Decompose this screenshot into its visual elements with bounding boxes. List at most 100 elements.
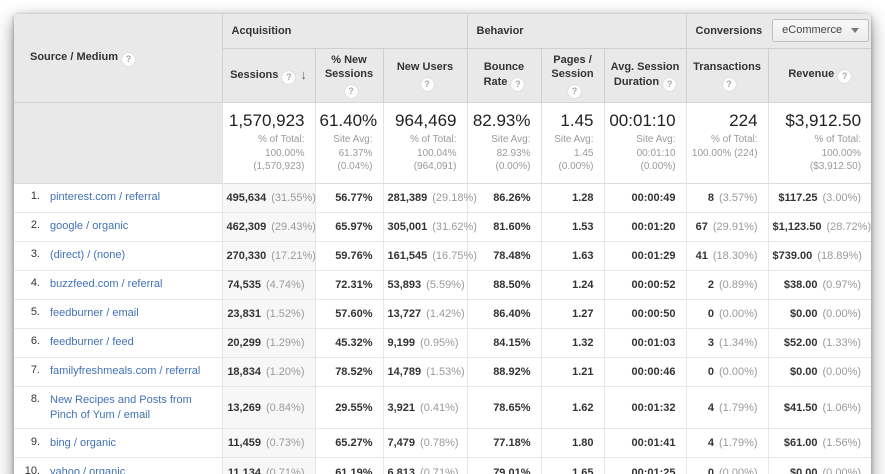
column-header-sessions[interactable]: Sessions? ↓: [221, 47, 315, 104]
help-icon[interactable]: ?: [420, 77, 434, 91]
totals-avg-duration-value: 00:01:10: [609, 111, 676, 131]
table-row: 7. familyfreshmeals.com / referral 18,83…: [14, 356, 872, 387]
pages-session-header-label: Pages / Session: [551, 53, 594, 81]
help-icon[interactable]: ?: [511, 77, 525, 91]
help-icon[interactable]: ?: [722, 77, 736, 91]
new-users-cell: 305,001 (31.62%): [382, 211, 477, 242]
row-rank: 4.: [30, 277, 40, 290]
bounce-rate-value: 88.50%: [493, 278, 531, 291]
revenue-cell: $117.25 (3.00%): [767, 182, 872, 213]
revenue-cell: $61.00 (1.56%): [767, 428, 872, 458]
ecommerce-dropdown[interactable]: eCommerce: [772, 19, 870, 43]
source-medium-link[interactable]: google / organic: [50, 220, 129, 233]
source-medium-link[interactable]: feedburner / email: [50, 307, 139, 320]
totals-revenue-cell: $3,912.50 % of Total: 100.00% ($3,912.50…: [767, 102, 872, 184]
transactions-percent: (18.30%): [712, 249, 758, 262]
new-users-cell: 161,545 (16.75%): [382, 240, 477, 271]
help-icon[interactable]: ?: [838, 70, 852, 84]
new-sessions-value: 65.27%: [335, 437, 373, 450]
sessions-cell: 270,330 (17.21%): [221, 240, 316, 271]
column-header-new-users[interactable]: New Users?: [382, 47, 467, 104]
new-users-cell: 6,813 (0.71%): [382, 457, 467, 474]
sessions-cell: 20,299 (1.29%): [221, 327, 315, 358]
new-sessions-cell: 29.55%: [314, 385, 383, 429]
totals-revenue-sub: % of Total: 100.00% ($3,912.50): [809, 134, 862, 173]
pages-session-cell: 1.62: [540, 385, 604, 429]
help-icon[interactable]: ?: [122, 52, 136, 66]
source-medium-link[interactable]: feedburner / feed: [50, 336, 134, 349]
totals-sessions-sub: % of Total: 100.00% (1,570,923): [253, 134, 305, 173]
column-header-avg-duration[interactable]: Avg. Session Duration?: [603, 47, 687, 104]
help-icon[interactable]: ?: [282, 71, 296, 85]
source-medium-link[interactable]: buzzfeed.com / referral: [50, 278, 163, 291]
sessions-percent: (31.55%): [271, 191, 316, 204]
new-sessions-cell: 56.77%: [314, 182, 383, 213]
source-medium-report-table: Source / Medium? Acquisition Behavior Co…: [14, 14, 871, 474]
new-sessions-header-label: % New Sessions: [324, 53, 374, 81]
source-medium-cell: 9. bing / organic: [14, 428, 222, 458]
transactions-cell: 8 (3.57%): [685, 182, 769, 213]
table-row: 6. feedburner / feed 20,299 (1.29%) 45.32…: [14, 327, 872, 358]
avg-duration-cell: 00:01:32: [603, 385, 687, 429]
new-users-value: 281,389: [387, 191, 428, 204]
avg-duration-cell: 00:01:29: [603, 240, 687, 271]
source-medium-link[interactable]: (direct) / (none): [50, 249, 126, 262]
source-medium-link[interactable]: familyfreshmeals.com / referral: [50, 365, 201, 378]
pages-session-cell: 1.63: [540, 240, 604, 271]
totals-sessions-value: 1,570,923: [228, 111, 305, 131]
new-users-percent: (1.53%): [426, 365, 465, 378]
transactions-cell: 67 (29.91%): [685, 211, 769, 242]
column-header-pages-session[interactable]: Pages / Session?: [540, 47, 604, 104]
totals-pages-session-value: 1.45: [560, 111, 594, 131]
source-medium-link[interactable]: pinterest.com / referral: [50, 191, 161, 204]
sessions-percent: (1.20%): [265, 365, 305, 378]
sessions-percent: (0.71%): [265, 466, 305, 474]
totals-new-users-cell: 964,469 % of Total: 100.04% (964,091): [382, 102, 467, 184]
source-medium-link[interactable]: New Recipes and Posts from Pinch of Yum …: [50, 393, 192, 421]
pages-session-cell: 1.24: [540, 269, 604, 300]
totals-row: 1,570,923 % of Total: 100.00% (1,570,923…: [14, 102, 872, 184]
help-icon[interactable]: ?: [663, 77, 677, 91]
new-users-value: 3,921: [387, 401, 416, 414]
new-users-cell: 7,479 (0.78%): [382, 428, 467, 458]
column-header-bounce-rate[interactable]: Bounce Rate?: [466, 47, 541, 104]
column-header-source-medium[interactable]: Source / Medium?: [14, 14, 222, 104]
column-header-revenue[interactable]: Revenue?: [767, 47, 872, 104]
help-icon[interactable]: ?: [344, 85, 358, 99]
sessions-percent: (0.84%): [265, 401, 305, 414]
new-users-value: 7,479: [387, 437, 416, 450]
transactions-value: 0: [707, 365, 714, 378]
column-header-new-sessions[interactable]: % New Sessions?: [314, 47, 383, 104]
new-users-cell: 14,789 (1.53%): [382, 356, 467, 387]
bounce-rate-cell: 86.40%: [466, 298, 541, 329]
bounce-rate-value: 77.18%: [493, 437, 531, 450]
table-row: 5. feedburner / email 23,831 (1.52%) 57.6…: [14, 298, 872, 329]
sessions-cell: 13,269 (0.84%): [221, 385, 315, 429]
revenue-percent: (0.00%): [822, 466, 862, 474]
new-sessions-cell: 72.31%: [314, 269, 383, 300]
pages-session-cell: 1.32: [540, 327, 604, 358]
revenue-cell: $739.00 (18.89%): [767, 240, 872, 271]
column-header-transactions[interactable]: Transactions?: [685, 47, 769, 104]
help-icon[interactable]: ?: [568, 85, 581, 99]
revenue-value: $41.50: [783, 401, 818, 414]
row-rank: 10.: [24, 465, 40, 474]
new-users-value: 53,893: [387, 278, 422, 291]
avg-duration-cell: 00:01:03: [603, 327, 687, 358]
transactions-cell: 41 (18.30%): [685, 240, 769, 271]
totals-avg-duration-sub: Site Avg: 00:01:10 (0.00%): [636, 134, 676, 173]
sessions-value: 74,535: [227, 278, 261, 291]
revenue-header-label: Revenue: [788, 68, 835, 81]
pages-session-value: 1.62: [572, 401, 594, 414]
revenue-cell: $0.00 (0.00%): [767, 356, 872, 387]
group-header-behavior: Behavior: [466, 14, 687, 48]
new-sessions-value: 61.19%: [335, 466, 373, 474]
transactions-cell: 4 (1.79%): [685, 428, 769, 458]
source-medium-link[interactable]: bing / organic: [50, 436, 117, 449]
table-row: 9. bing / organic 11,459 (0.73%) 65.27% 7…: [14, 428, 872, 458]
pages-session-value: 1.24: [572, 278, 594, 291]
row-rank: 2.: [30, 219, 40, 232]
source-medium-link[interactable]: yahoo / organic: [50, 466, 126, 474]
bounce-rate-cell: 79.01%: [466, 457, 541, 474]
new-sessions-value: 29.55%: [335, 401, 373, 414]
